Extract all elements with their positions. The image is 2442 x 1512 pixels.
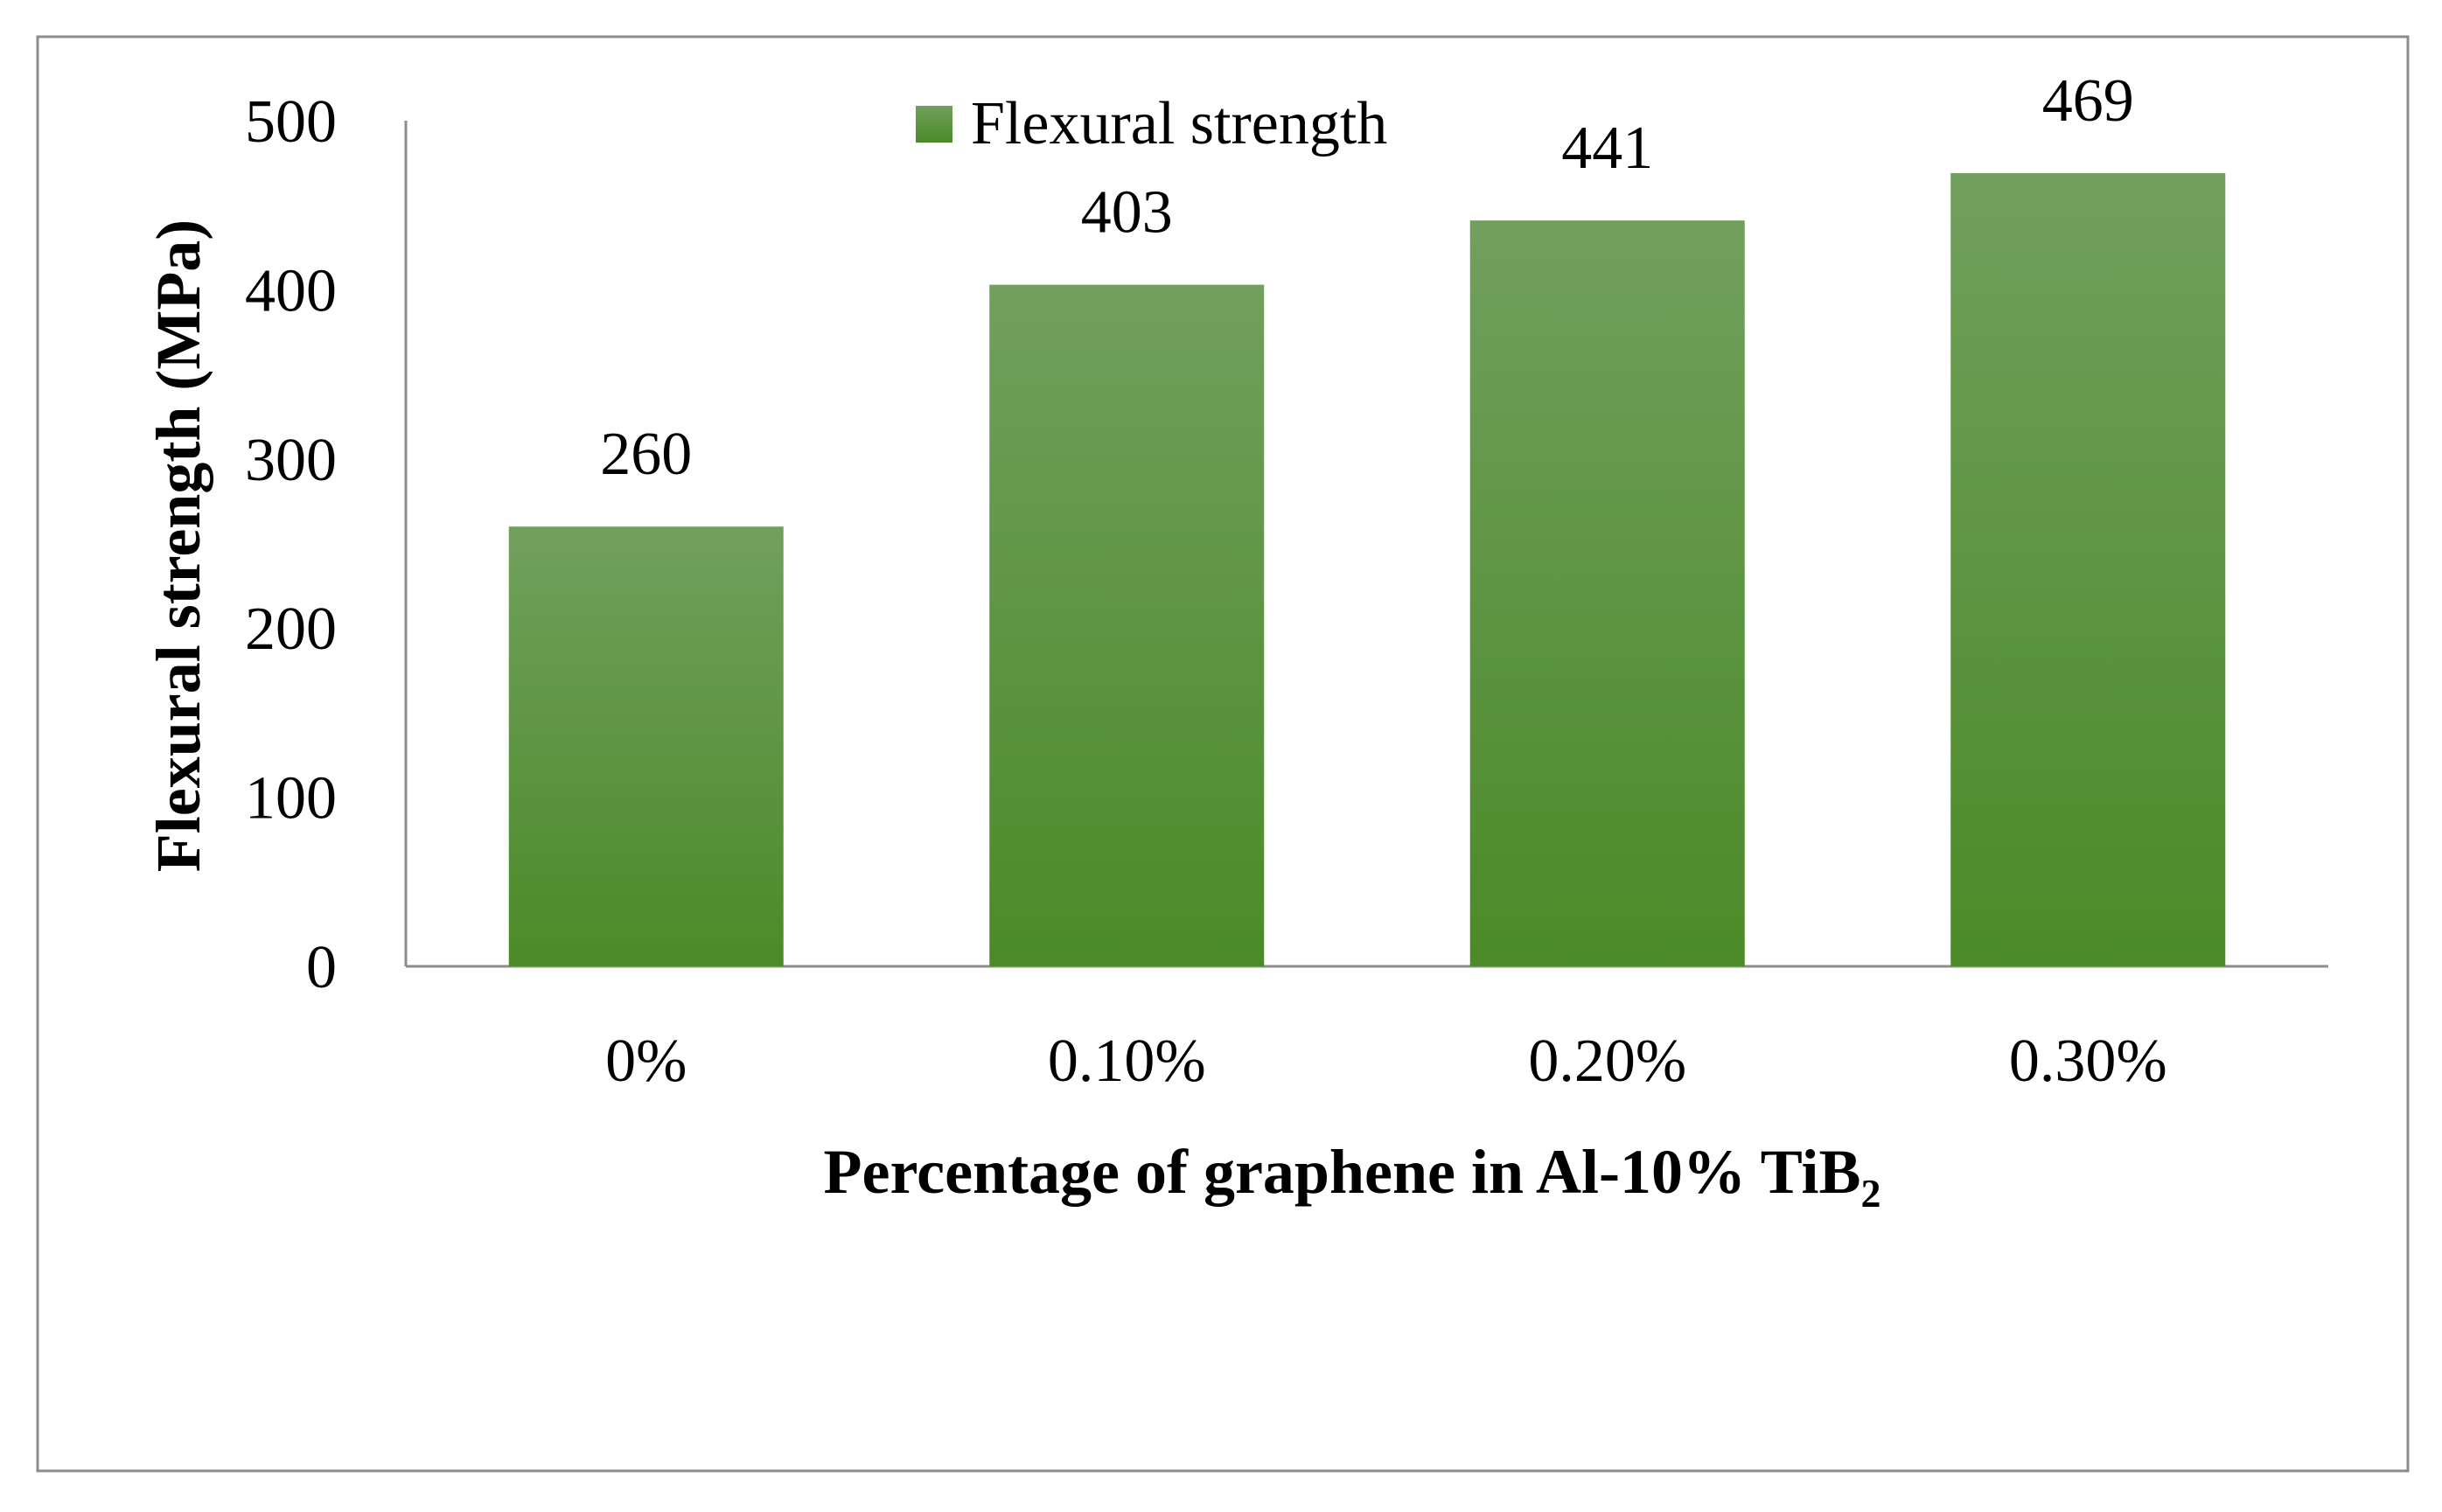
- data-labels-group: 260 403 441 469: [600, 67, 2134, 488]
- data-label: 469: [2042, 67, 2134, 135]
- legend: Flexural strength: [916, 90, 1387, 157]
- y-tick-label: 400: [245, 257, 337, 324]
- legend-label: Flexural strength: [971, 90, 1387, 157]
- category-label: 0.30%: [2009, 1028, 2167, 1095]
- bar: [1950, 172, 2226, 967]
- legend-swatch: [916, 106, 952, 143]
- y-tick-label: 100: [245, 765, 337, 833]
- y-tick-label: 500: [245, 88, 337, 156]
- y-axis-title: Flexural strength (MPa): [143, 219, 213, 873]
- bar: [508, 526, 784, 966]
- category-label: 0.20%: [1528, 1028, 1686, 1095]
- category-labels-group: 0% 0.10% 0.20% 0.30%: [605, 1028, 2167, 1095]
- x-axis-title-subscript: 2: [1860, 1171, 1880, 1216]
- y-tick-labels: 0 100 200 300 400 500: [245, 88, 337, 1001]
- y-tick-label: 0: [306, 934, 337, 1001]
- chart-frame: [36, 35, 2410, 1473]
- x-axis-title-main: Percentage of graphene in Al-10% TiB: [824, 1137, 1861, 1207]
- category-label: 0%: [605, 1028, 687, 1095]
- bars-group: [508, 172, 2226, 967]
- data-label: 403: [1081, 179, 1173, 247]
- x-axis-title: Percentage of graphene in Al-10% TiB2: [824, 1137, 1881, 1216]
- data-label: 260: [600, 421, 692, 488]
- bar: [1469, 220, 1745, 966]
- data-label: 441: [1561, 115, 1653, 182]
- y-tick-label: 200: [245, 596, 337, 663]
- bar: [989, 284, 1265, 966]
- category-label: 0.10%: [1048, 1028, 1206, 1095]
- y-tick-label: 300: [245, 427, 337, 494]
